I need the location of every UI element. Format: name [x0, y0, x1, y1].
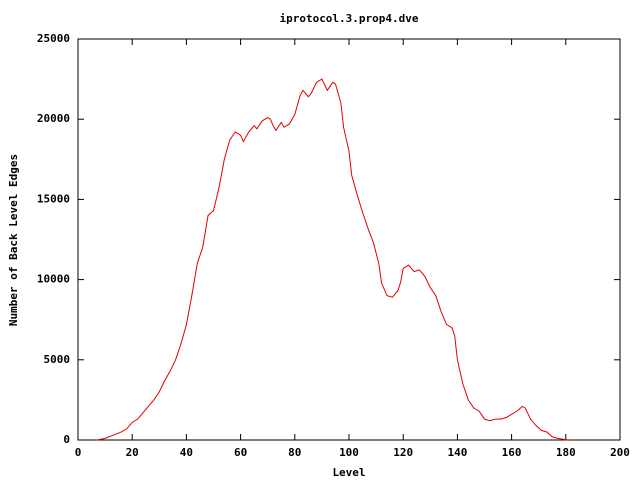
- y-tick-label: 10000: [37, 273, 70, 286]
- x-tick-label: 60: [234, 446, 247, 459]
- y-axis-label: Number of Back Level Edges: [7, 154, 20, 326]
- x-tick-label: 100: [339, 446, 359, 459]
- x-tick-label: 200: [610, 446, 630, 459]
- x-tick-label: 160: [502, 446, 522, 459]
- x-tick-label: 140: [447, 446, 467, 459]
- data-line: [96, 78, 569, 441]
- x-tick-label: 40: [180, 446, 193, 459]
- x-tick-label: 20: [126, 446, 139, 459]
- x-tick-label: 80: [288, 446, 301, 459]
- y-tick-label: 0: [63, 433, 70, 446]
- chart-title: iprotocol.3.prop4.dve: [279, 12, 418, 25]
- x-tick-label: 180: [556, 446, 576, 459]
- x-axis-label: Level: [332, 466, 365, 479]
- y-tick-label: 5000: [44, 353, 71, 366]
- y-tick-label: 15000: [37, 192, 70, 205]
- x-tick-label: 120: [393, 446, 413, 459]
- plot-border: [77, 38, 621, 441]
- x-tick-label: 0: [75, 446, 82, 459]
- y-tick-label: 20000: [37, 112, 70, 125]
- y-tick-label: 25000: [37, 32, 70, 45]
